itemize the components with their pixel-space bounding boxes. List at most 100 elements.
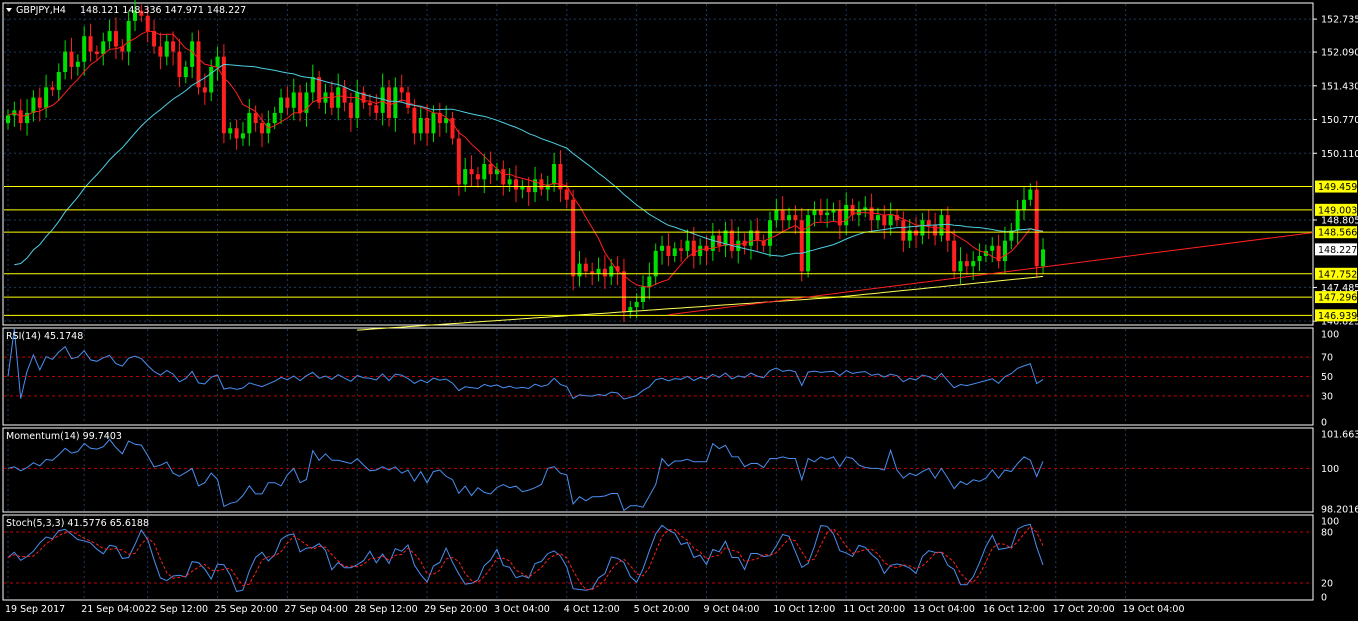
candle-body[interactable] — [101, 41, 106, 55]
candle-body[interactable] — [507, 179, 512, 185]
candle-body[interactable] — [412, 107, 417, 134]
candle-body[interactable] — [139, 10, 144, 16]
candle-body[interactable] — [691, 240, 696, 256]
candle-body[interactable] — [329, 92, 334, 108]
candle-body[interactable] — [126, 20, 131, 52]
candle-body[interactable] — [380, 87, 385, 113]
candle-body[interactable] — [596, 268, 601, 274]
candle-body[interactable] — [298, 92, 303, 113]
candle-body[interactable] — [990, 245, 995, 251]
candle-body[interactable] — [317, 77, 322, 103]
candle-body[interactable] — [348, 102, 353, 118]
candle-body[interactable] — [539, 179, 544, 190]
candle-body[interactable] — [113, 31, 118, 47]
candle-body[interactable] — [215, 56, 220, 67]
candle-body[interactable] — [774, 210, 779, 221]
candle-body[interactable] — [952, 240, 957, 272]
candle-body[interactable] — [533, 179, 538, 193]
candle-body[interactable] — [260, 123, 264, 134]
candle-body[interactable] — [247, 112, 252, 134]
candle-body[interactable] — [285, 97, 290, 108]
candle-body[interactable] — [837, 210, 842, 226]
candle-body[interactable] — [488, 164, 493, 175]
candle-body[interactable] — [88, 36, 93, 52]
candle-body[interactable] — [221, 56, 226, 134]
candle-body[interactable] — [444, 118, 449, 124]
candle-body[interactable] — [291, 92, 296, 108]
candle-body[interactable] — [279, 97, 284, 113]
dropdown-triangle-icon[interactable] — [6, 8, 12, 12]
candle-body[interactable] — [660, 245, 665, 251]
candle-body[interactable] — [37, 97, 42, 108]
candle-body[interactable] — [494, 169, 499, 175]
candle-body[interactable] — [1028, 189, 1033, 200]
candle-body[interactable] — [748, 230, 753, 246]
candle-body[interactable] — [50, 87, 55, 90]
candle-body[interactable] — [939, 215, 944, 236]
candle-body[interactable] — [133, 10, 137, 21]
candle-body[interactable] — [164, 41, 169, 57]
candle-body[interactable] — [653, 250, 658, 277]
candle-body[interactable] — [310, 77, 315, 93]
candle-body[interactable] — [520, 187, 525, 190]
candle-body[interactable] — [482, 164, 487, 180]
candle-body[interactable] — [755, 230, 760, 241]
candle-body[interactable] — [342, 87, 347, 103]
candle-body[interactable] — [152, 31, 157, 47]
candle-body[interactable] — [183, 66, 188, 78]
candle-body[interactable] — [469, 169, 474, 175]
candle-body[interactable] — [399, 87, 404, 93]
candle-body[interactable] — [450, 118, 455, 139]
candle-body[interactable] — [228, 128, 233, 134]
candle-body[interactable] — [609, 266, 614, 277]
candle-body[interactable] — [374, 105, 379, 113]
candle-body[interactable] — [514, 179, 518, 190]
candle-body[interactable] — [1015, 210, 1020, 231]
candle-body[interactable] — [82, 36, 87, 62]
candle-body[interactable] — [145, 15, 150, 32]
candle-body[interactable] — [818, 210, 823, 216]
candle-body[interactable] — [869, 207, 874, 221]
candle-body[interactable] — [907, 230, 912, 241]
candle-body[interactable] — [202, 87, 207, 93]
candle-body[interactable] — [983, 250, 988, 256]
candle-body[interactable] — [634, 302, 639, 308]
candle-body[interactable] — [831, 210, 836, 213]
candle-body[interactable] — [75, 61, 80, 67]
candle-body[interactable] — [1041, 249, 1046, 267]
candle-body[interactable] — [888, 215, 893, 226]
candle-body[interactable] — [234, 128, 239, 139]
candle-body[interactable] — [196, 41, 201, 88]
candle-body[interactable] — [799, 220, 804, 272]
candle-body[interactable] — [717, 235, 722, 246]
candle-body[interactable] — [844, 204, 849, 226]
candle-body[interactable] — [882, 215, 887, 226]
candle-body[interactable] — [44, 87, 49, 108]
candle-body[interactable] — [158, 46, 163, 57]
candle-body[interactable] — [31, 97, 36, 113]
candle-body[interactable] — [875, 215, 880, 221]
candle-body[interactable] — [56, 72, 61, 90]
trendline[interactable] — [668, 232, 1313, 316]
candle-body[interactable] — [615, 266, 620, 272]
candle-body[interactable] — [806, 215, 811, 272]
stoch-pane[interactable] — [4, 523, 1312, 593]
candle-body[interactable] — [590, 271, 595, 274]
candle-body[interactable] — [710, 235, 715, 251]
candle-body[interactable] — [323, 92, 328, 103]
main-price-pane[interactable] — [4, 0, 1313, 331]
candle-body[interactable] — [431, 112, 436, 134]
candle-body[interactable] — [945, 215, 950, 241]
candle-body[interactable] — [69, 51, 74, 67]
candle-body[interactable] — [793, 215, 798, 221]
candle-body[interactable] — [926, 220, 931, 226]
candle-body[interactable] — [698, 245, 703, 256]
candle-body[interactable] — [6, 115, 10, 124]
candle-body[interactable] — [780, 210, 785, 221]
candle-body[interactable] — [964, 261, 969, 267]
candle-body[interactable] — [704, 245, 709, 251]
candle-body[interactable] — [641, 286, 645, 302]
candle-body[interactable] — [437, 112, 442, 124]
candle-body[interactable] — [723, 230, 728, 246]
candle-body[interactable] — [825, 212, 830, 216]
